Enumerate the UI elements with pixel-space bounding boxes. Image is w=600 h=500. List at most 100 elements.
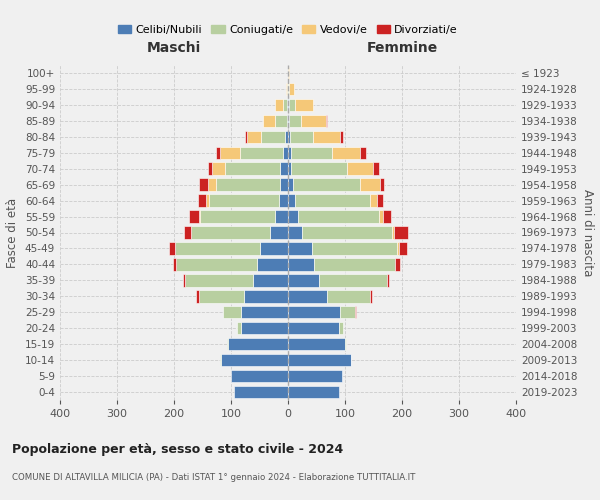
- Legend: Celibi/Nubili, Coniugati/e, Vedovi/e, Divorziati/e: Celibi/Nubili, Coniugati/e, Vedovi/e, Di…: [113, 20, 463, 39]
- Bar: [380, 178, 385, 191]
- Bar: [288, 67, 289, 79]
- Bar: [288, 338, 345, 350]
- Bar: [221, 354, 288, 366]
- Bar: [314, 258, 395, 270]
- Bar: [241, 306, 288, 318]
- Bar: [199, 290, 244, 302]
- Bar: [397, 242, 398, 254]
- Bar: [280, 162, 288, 175]
- Bar: [326, 114, 328, 127]
- Bar: [220, 146, 240, 159]
- Bar: [288, 226, 302, 238]
- Bar: [199, 178, 208, 191]
- Bar: [395, 258, 400, 270]
- Text: COMUNE DI ALTAVILLA MILICIA (PA) - Dati ISTAT 1° gennaio 2024 - Elaborazione TUT: COMUNE DI ALTAVILLA MILICIA (PA) - Dati …: [12, 472, 415, 482]
- Bar: [288, 290, 327, 302]
- Bar: [228, 338, 288, 350]
- Bar: [215, 146, 220, 159]
- Bar: [275, 210, 288, 223]
- Bar: [370, 290, 373, 302]
- Bar: [332, 146, 361, 159]
- Bar: [283, 98, 287, 111]
- Bar: [169, 242, 175, 254]
- Bar: [291, 146, 332, 159]
- Bar: [288, 258, 314, 270]
- Bar: [253, 274, 288, 286]
- Bar: [173, 258, 176, 270]
- Bar: [231, 370, 288, 382]
- Bar: [360, 178, 380, 191]
- Bar: [347, 162, 373, 175]
- Bar: [208, 162, 212, 175]
- Bar: [199, 210, 200, 223]
- Text: Maschi: Maschi: [147, 42, 201, 56]
- Bar: [288, 146, 291, 159]
- Bar: [216, 178, 280, 191]
- Bar: [200, 210, 275, 223]
- Bar: [245, 130, 247, 143]
- Bar: [288, 242, 312, 254]
- Bar: [288, 114, 289, 127]
- Bar: [288, 370, 342, 382]
- Bar: [261, 130, 285, 143]
- Bar: [355, 306, 356, 318]
- Bar: [287, 114, 288, 127]
- Bar: [386, 274, 389, 286]
- Bar: [285, 130, 288, 143]
- Bar: [340, 306, 355, 318]
- Bar: [209, 194, 279, 207]
- Bar: [279, 194, 288, 207]
- Bar: [292, 162, 347, 175]
- Bar: [289, 82, 294, 95]
- Bar: [288, 306, 340, 318]
- Bar: [288, 178, 293, 191]
- Bar: [288, 210, 298, 223]
- Bar: [196, 290, 199, 302]
- Bar: [263, 114, 275, 127]
- Bar: [394, 226, 408, 238]
- Bar: [288, 194, 295, 207]
- Bar: [377, 194, 383, 207]
- Bar: [244, 290, 288, 302]
- Bar: [206, 194, 209, 207]
- Bar: [288, 82, 289, 95]
- Bar: [302, 226, 392, 238]
- Bar: [398, 242, 407, 254]
- Bar: [295, 98, 313, 111]
- Bar: [225, 162, 280, 175]
- Bar: [290, 130, 313, 143]
- Bar: [280, 178, 288, 191]
- Bar: [295, 194, 370, 207]
- Bar: [208, 178, 216, 191]
- Bar: [288, 130, 290, 143]
- Bar: [191, 226, 270, 238]
- Bar: [312, 242, 397, 254]
- Bar: [288, 386, 340, 398]
- Bar: [289, 114, 301, 127]
- Bar: [370, 194, 377, 207]
- Y-axis label: Fasce di età: Fasce di età: [7, 198, 19, 268]
- Bar: [270, 226, 288, 238]
- Bar: [247, 130, 261, 143]
- Bar: [283, 146, 288, 159]
- Bar: [184, 226, 191, 238]
- Y-axis label: Anni di nascita: Anni di nascita: [581, 189, 594, 276]
- Bar: [379, 210, 383, 223]
- Bar: [189, 210, 199, 223]
- Text: Femmine: Femmine: [367, 42, 437, 56]
- Bar: [361, 146, 366, 159]
- Bar: [212, 162, 225, 175]
- Bar: [289, 98, 295, 111]
- Bar: [185, 274, 253, 286]
- Bar: [257, 258, 288, 270]
- Bar: [288, 162, 292, 175]
- Bar: [198, 194, 206, 207]
- Bar: [236, 322, 241, 334]
- Bar: [227, 338, 228, 350]
- Bar: [327, 290, 370, 302]
- Bar: [182, 274, 185, 286]
- Bar: [275, 114, 287, 127]
- Bar: [260, 242, 288, 254]
- Bar: [340, 322, 343, 334]
- Bar: [373, 162, 379, 175]
